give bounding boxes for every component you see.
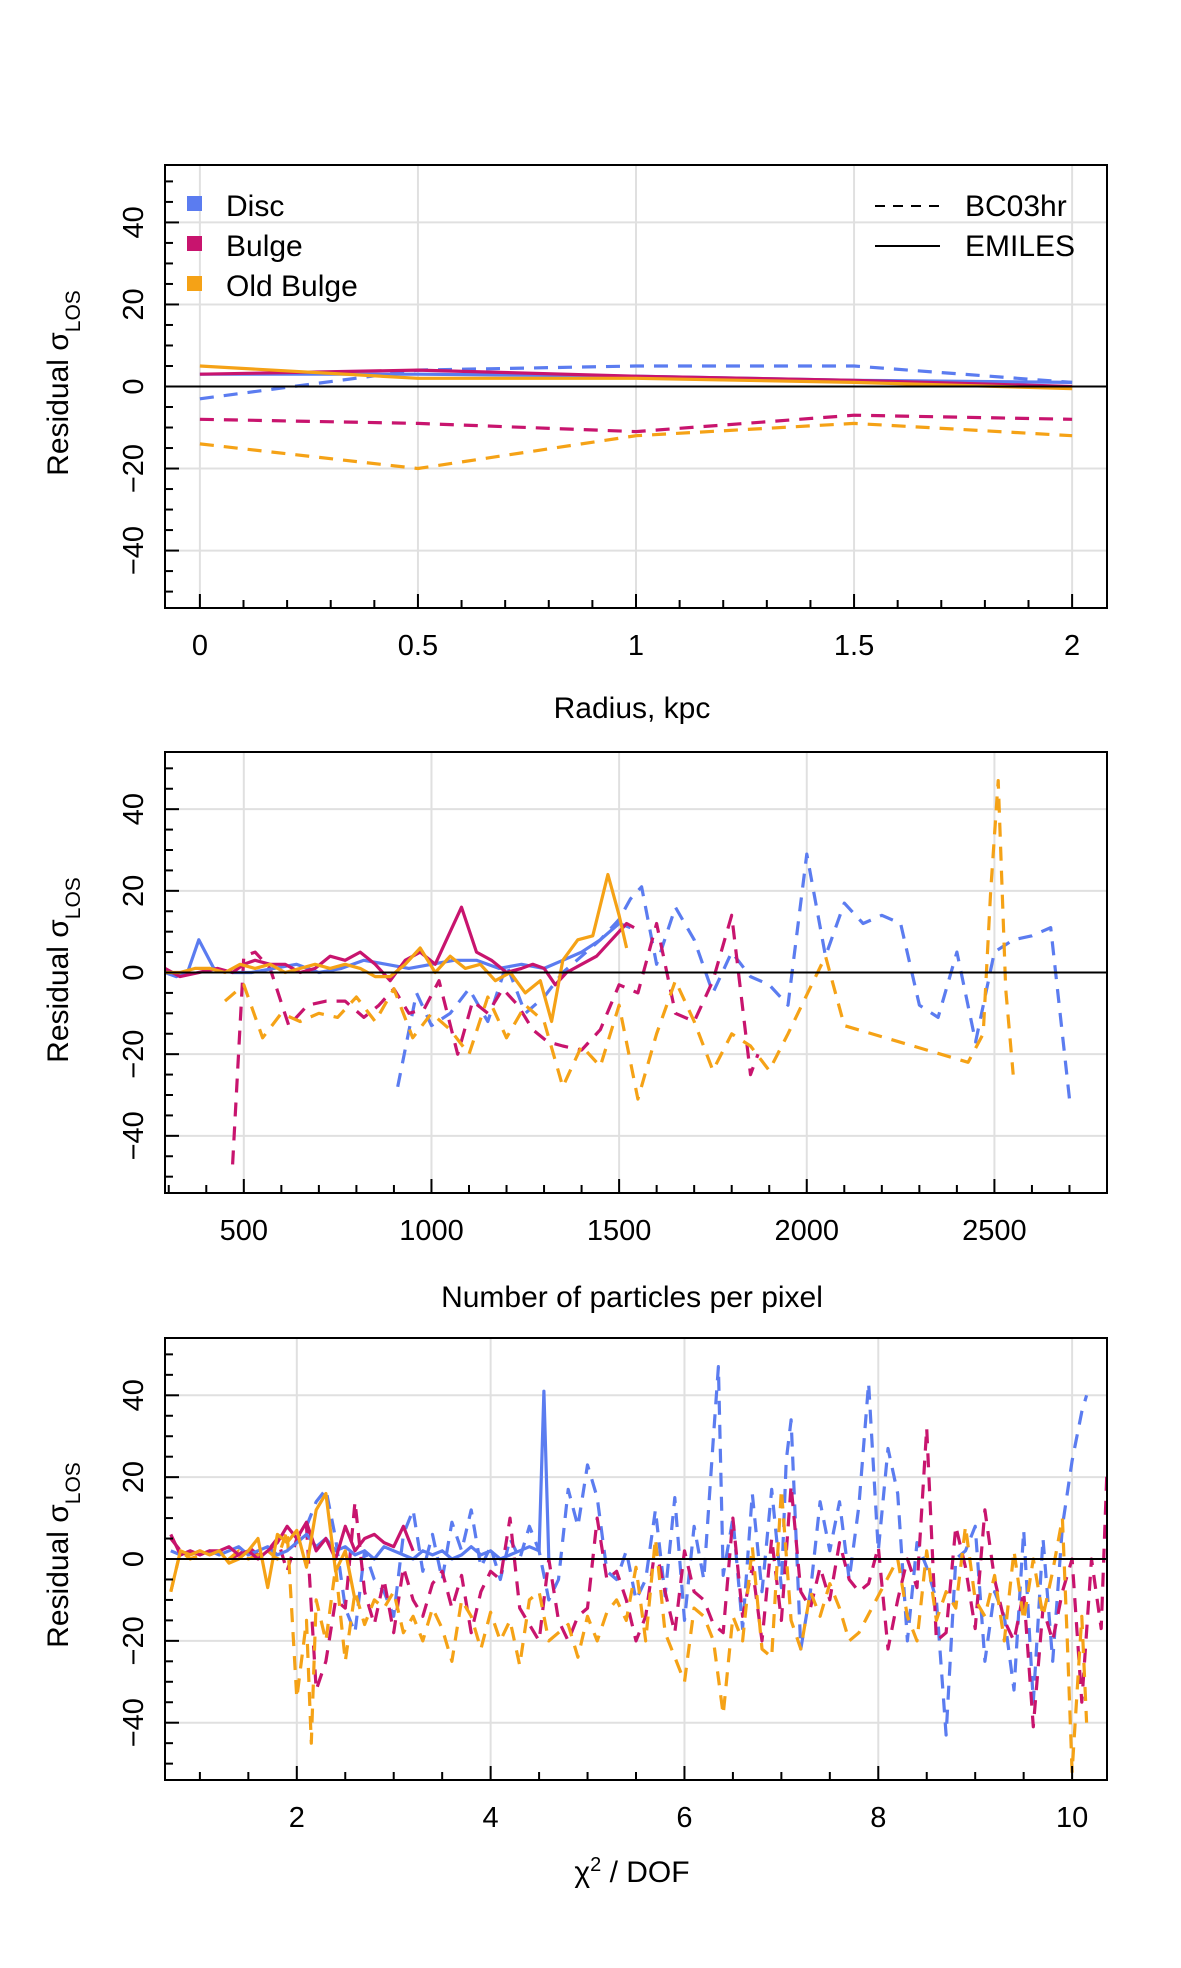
- x-tick-label: 500: [220, 1215, 268, 1247]
- y-tick-label: 0: [118, 964, 150, 980]
- x-tick-label: 8: [870, 1802, 886, 1834]
- series-line-bulge-bc03hr: [199, 413, 1073, 434]
- y-axis-title: Residual σLOS: [42, 290, 85, 476]
- y-tick-label: 0: [118, 378, 150, 394]
- y-tick-label: −20: [118, 1616, 150, 1665]
- y-tick-label: 20: [118, 875, 150, 907]
- y-axis-title: Residual σLOS: [42, 877, 85, 1063]
- x-tick-label: 2: [289, 1802, 305, 1834]
- series-line-old-bulge-bc03hr: [199, 421, 1073, 471]
- y-tick-label: −40: [118, 1111, 150, 1160]
- x-tick-label: 1: [628, 630, 644, 662]
- y-tick-label: 20: [118, 1461, 150, 1493]
- x-tick-label: 2000: [775, 1215, 840, 1247]
- y-tick-label: −20: [118, 1030, 150, 1079]
- x-tick-label: 1000: [399, 1215, 464, 1247]
- series-line-disc-emiles: [170, 1389, 551, 1561]
- x-tick-label: 4: [483, 1802, 499, 1834]
- series-line-disc-bc03hr: [199, 364, 1073, 401]
- series-line-old-bulge-bc03hr: [169, 1487, 1089, 1774]
- x-tick-label: 2: [1064, 630, 1080, 662]
- series-line-old-bulge-bc03hr: [223, 778, 1015, 1101]
- legend-swatch-old-bulge: [187, 276, 202, 291]
- x-axis-title: χ2 / DOF: [574, 1854, 689, 1889]
- legend-label-bulge: Bulge: [226, 230, 303, 263]
- x-axis-title: Radius, kpc: [554, 692, 711, 725]
- x-tick-label: 1500: [587, 1215, 652, 1247]
- y-tick-label: 40: [118, 793, 150, 825]
- y-tick-label: 20: [118, 288, 150, 320]
- series-line-bulge-bc03hr: [231, 913, 760, 1165]
- x-tick-label: 6: [676, 1802, 692, 1834]
- panel-chi2: 2 4 6 8 10 −40 −20 0 20 40 χ2 / DOF Residual σLO…: [42, 1337, 1108, 1889]
- y-tick-label: 0: [118, 1551, 150, 1567]
- series-line-old-bulge-emiles: [169, 1491, 357, 1601]
- x-tick-label: 1.5: [834, 630, 874, 662]
- y-tick-label: −40: [118, 1698, 150, 1747]
- x-tick-label: 10: [1056, 1802, 1088, 1834]
- legend: Disc Bulge Old Bulge BC03hr EMILES: [187, 190, 1075, 303]
- y-tick-label: 40: [118, 206, 150, 238]
- x-tick-label: 2500: [962, 1215, 1027, 1247]
- y-tick-label: 40: [118, 1379, 150, 1411]
- legend-label-emiles: EMILES: [965, 230, 1075, 263]
- x-tick-label: 0: [192, 630, 208, 662]
- legend-swatch-bulge: [187, 236, 202, 251]
- series-line-bulge-emiles: [199, 368, 1073, 389]
- legend-label-old-bulge: Old Bulge: [226, 270, 358, 303]
- x-axis-title: Number of particles per pixel: [441, 1281, 823, 1314]
- series-line-old-bulge-emiles: [165, 872, 629, 1024]
- legend-label-disc: Disc: [226, 190, 284, 223]
- series-line-old-bulge-emiles: [199, 364, 1073, 391]
- legend-label-bc03hr: BC03hr: [965, 190, 1067, 223]
- series-line-bulge-bc03hr: [169, 1426, 1107, 1729]
- panel-radius: 0 0.5 1 1.5 2 −40 −20 0 20 40 Radius, kpc Residu…: [42, 164, 1108, 725]
- series-line-bulge-emiles: [169, 1520, 415, 1561]
- x-tick-label: 0.5: [398, 630, 438, 662]
- y-tick-label: −20: [118, 444, 150, 493]
- y-axis-title: Residual σLOS: [42, 1462, 85, 1648]
- y-tick-label: −40: [118, 526, 150, 575]
- panel-particles: 500 1000 1500 2000 2500 −40 −20 0 20 40 Number o…: [42, 751, 1108, 1314]
- legend-swatch-disc: [187, 196, 202, 211]
